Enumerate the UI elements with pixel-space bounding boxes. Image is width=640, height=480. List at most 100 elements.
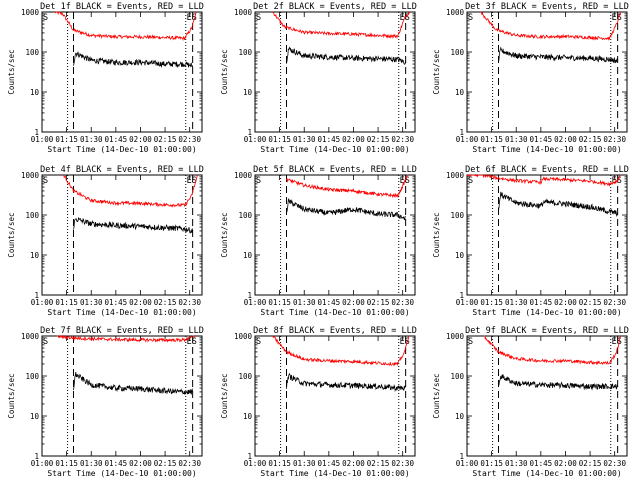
y-tick-label: 1000 (446, 8, 465, 17)
y-axis-label: Counts/sec (220, 373, 229, 418)
x-tick-label: 02:00 (129, 298, 152, 307)
start-marker: S (468, 176, 473, 186)
y-tick-label: 1 (247, 452, 252, 461)
x-tick-label: 01:30 (505, 459, 528, 468)
x-axis-label: Start Time (14-Dec-10 01:00:00) (260, 469, 409, 478)
start-marker: S (43, 176, 48, 186)
start-marker: S (43, 13, 48, 23)
end-marker: ES (400, 337, 410, 347)
x-tick-label: 02:30 (391, 459, 414, 468)
y-tick-label: 100 (25, 211, 39, 220)
y-tick-label: 1 (34, 291, 39, 300)
y-tick-label: 100 (450, 372, 464, 381)
y-tick-label: 10 (30, 88, 40, 97)
y-tick-label: 1 (34, 128, 39, 137)
x-axis-label: Start Time (14-Dec-10 01:00:00) (472, 145, 621, 154)
series-line-lld (63, 174, 198, 208)
series-line-events (286, 372, 406, 393)
x-tick-label: 02:00 (129, 459, 152, 468)
x-tick-label: 01:45 (530, 459, 553, 468)
y-axis-label: Counts/sec (220, 212, 229, 257)
y-tick-label: 1000 (234, 171, 253, 180)
series-line-events (498, 374, 618, 391)
x-tick-label: 01:15 (55, 459, 78, 468)
x-tick-label: 01:30 (505, 135, 528, 144)
x-tick-label: 02:15 (154, 298, 177, 307)
end-marker: ES (612, 337, 622, 347)
panel-title: Det 4f BLACK = Events, RED = LLD (40, 165, 204, 175)
x-tick-label: 01:00 (244, 135, 267, 144)
y-tick-label: 100 (238, 372, 252, 381)
start-marker: S (256, 337, 261, 347)
x-tick-label: 02:15 (154, 459, 177, 468)
x-tick-label: 02:30 (178, 459, 201, 468)
x-tick-label: 01:30 (293, 298, 316, 307)
x-tick-label: 01:30 (293, 135, 316, 144)
series-line-lld (286, 174, 408, 199)
y-axis-label: Counts/sec (7, 49, 16, 94)
y-tick-label: 1000 (446, 332, 465, 341)
series-line-events (73, 372, 193, 396)
y-axis-label: Counts/sec (7, 373, 16, 418)
x-tick-label: 02:30 (603, 135, 626, 144)
x-tick-label: 01:45 (105, 459, 128, 468)
series-line-lld (480, 11, 621, 41)
x-tick-label: 02:00 (129, 135, 152, 144)
x-tick-label: 02:15 (579, 298, 602, 307)
y-tick-label: 100 (238, 48, 252, 57)
y-tick-label: 1 (247, 128, 252, 137)
x-tick-label: 01:00 (456, 459, 479, 468)
plot-frame (41, 11, 203, 133)
x-tick-label: 01:15 (268, 298, 291, 307)
x-tick-label: 02:15 (154, 135, 177, 144)
x-axis-label: Start Time (14-Dec-10 01:00:00) (47, 308, 196, 317)
x-tick-label: 01:00 (244, 298, 267, 307)
x-tick-label: 01:00 (456, 298, 479, 307)
y-axis-label: Counts/sec (432, 373, 441, 418)
panel-title: Det 1f BLACK = Events, RED = LLD (40, 2, 204, 12)
x-tick-label: 02:15 (367, 298, 390, 307)
x-tick-label: 02:00 (342, 298, 365, 307)
y-axis-label: Counts/sec (7, 212, 16, 257)
x-axis-label: Start Time (14-Dec-10 01:00:00) (472, 308, 621, 317)
x-tick-label: 01:45 (105, 298, 128, 307)
x-tick-label: 01:00 (31, 459, 54, 468)
x-axis-label: Start Time (14-Dec-10 01:00:00) (260, 145, 409, 154)
x-tick-label: 01:30 (80, 135, 103, 144)
series-line-lld (272, 335, 409, 367)
y-tick-label: 10 (30, 412, 40, 421)
x-tick-label: 02:30 (178, 298, 201, 307)
x-tick-label: 02:00 (342, 459, 365, 468)
x-tick-label: 02:00 (554, 298, 577, 307)
y-tick-label: 100 (25, 372, 39, 381)
end-marker: ES (187, 176, 197, 186)
x-tick-label: 02:30 (603, 459, 626, 468)
y-tick-label: 100 (25, 48, 39, 57)
x-tick-label: 02:00 (554, 459, 577, 468)
y-tick-label: 1000 (234, 332, 253, 341)
plot-frame (254, 174, 416, 296)
panel-title: Det 8f BLACK = Events, RED = LLD (253, 326, 417, 336)
y-tick-label: 1 (34, 452, 39, 461)
x-tick-label: 01:15 (55, 298, 78, 307)
x-tick-label: 01:00 (31, 135, 54, 144)
y-tick-label: 100 (238, 211, 252, 220)
x-tick-label: 02:15 (367, 459, 390, 468)
x-tick-label: 01:45 (318, 459, 341, 468)
start-marker: S (256, 176, 261, 186)
plot-frame (254, 335, 416, 457)
x-tick-label: 01:30 (505, 298, 528, 307)
y-tick-label: 10 (455, 251, 465, 260)
y-tick-label: 1 (459, 128, 464, 137)
y-axis-label: Counts/sec (220, 49, 229, 94)
start-marker: S (468, 337, 473, 347)
plot-frame (466, 11, 628, 133)
x-axis-label: Start Time (14-Dec-10 01:00:00) (472, 469, 621, 478)
series-line-events (286, 46, 406, 65)
x-tick-label: 02:15 (579, 459, 602, 468)
start-marker: S (43, 337, 48, 347)
series-line-lld (483, 335, 621, 366)
